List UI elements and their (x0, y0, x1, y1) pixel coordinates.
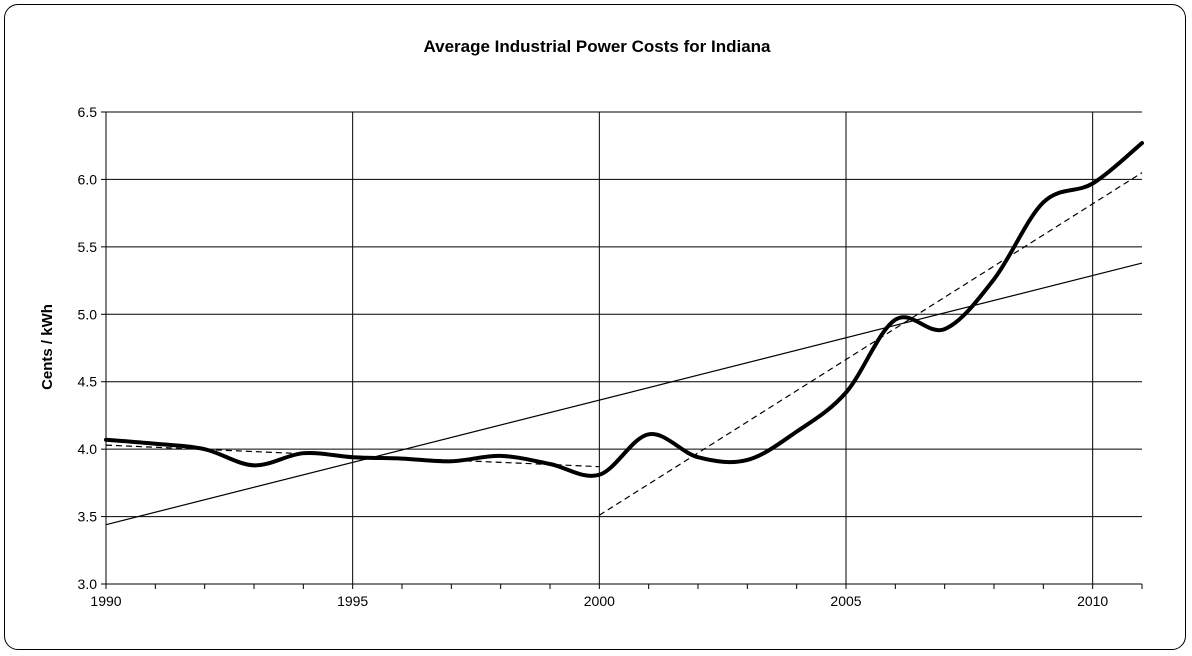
y-tick-label: 6.0 (78, 171, 98, 187)
y-tick-label: 4.0 (78, 441, 98, 457)
axes (101, 111, 1143, 589)
y-tick-label: 3.5 (78, 509, 98, 525)
y-tick-label: 3.0 (78, 576, 98, 592)
y-tick-label: 5.5 (78, 239, 98, 255)
y-tick-label: 5.0 (78, 306, 98, 322)
x-tick-label: 1995 (337, 593, 368, 609)
tick-labels: 3.0 3.5 4.0 4.5 5.0 5.5 6.0 6.5 1990 1995 2000 2005… (78, 104, 1109, 609)
x-tick-label: 2010 (1077, 593, 1108, 609)
series (104, 141, 1144, 526)
dashed-trendline-2 (105, 444, 600, 468)
y-tick-label: 4.5 (78, 374, 98, 390)
y-axis-title: Cents / kWh (39, 304, 56, 390)
x-tick-label: 2005 (830, 593, 861, 609)
y-tick-label: 6.5 (78, 104, 98, 120)
linear-trendline (105, 262, 1143, 526)
x-tick-label: 2000 (584, 593, 615, 609)
dashed-trendline-3 (599, 172, 1143, 516)
grid (106, 111, 1142, 584)
x-tick-label: 1990 (90, 593, 121, 609)
chart-title: Average Industrial Power Costs for India… (423, 37, 771, 56)
cost-series-line (104, 141, 1144, 478)
